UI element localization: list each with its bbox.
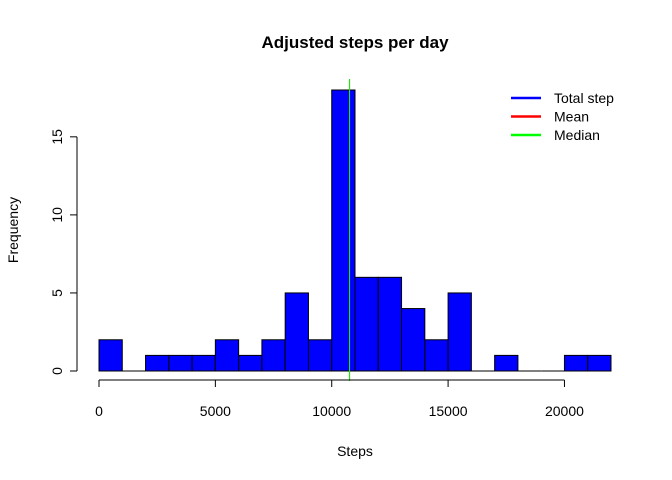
x-tick-label: 5000 bbox=[200, 403, 231, 419]
histogram-bar bbox=[331, 89, 356, 372]
histogram-bar bbox=[145, 354, 170, 372]
y-axis-label: Frequency bbox=[5, 197, 21, 263]
histogram-bar bbox=[587, 354, 612, 372]
histogram-bar bbox=[214, 339, 240, 372]
bars-group bbox=[98, 89, 612, 372]
x-axis-label: Steps bbox=[337, 443, 373, 459]
histogram-bar bbox=[377, 276, 403, 372]
histogram-bar bbox=[354, 276, 379, 372]
y-tick-label: 15 bbox=[49, 129, 65, 145]
legend: Total step Mean Median bbox=[511, 90, 614, 143]
x-tick-label: 10000 bbox=[312, 403, 351, 419]
legend-label: Total step bbox=[554, 90, 614, 106]
x-tick-label: 0 bbox=[95, 403, 103, 419]
histogram-bar bbox=[401, 308, 426, 372]
histogram-bar bbox=[261, 339, 286, 372]
legend-label: Mean bbox=[554, 109, 589, 125]
histogram-bar bbox=[284, 292, 309, 372]
histogram-bar bbox=[238, 354, 263, 372]
y-tick-label: 10 bbox=[49, 207, 65, 223]
x-tick-label: 20000 bbox=[545, 403, 584, 419]
histogram-bar bbox=[307, 339, 333, 372]
histogram-bar bbox=[98, 339, 123, 372]
histogram-bar bbox=[191, 354, 216, 372]
legend-label: Median bbox=[554, 127, 600, 143]
x-tick-label: 15000 bbox=[429, 403, 468, 419]
x-axis: 0 5000 10000 15000 20000 bbox=[95, 379, 584, 419]
y-tick-label: 0 bbox=[49, 367, 65, 375]
histogram-bar bbox=[563, 354, 589, 372]
histogram-bar bbox=[424, 339, 449, 372]
y-axis: 0 5 10 15 bbox=[49, 129, 78, 375]
histogram-bar bbox=[168, 354, 193, 372]
chart-title: Adjusted steps per day bbox=[261, 33, 449, 52]
histogram-bar bbox=[494, 354, 519, 372]
histogram-bar bbox=[447, 292, 472, 372]
y-tick-label: 5 bbox=[49, 289, 65, 297]
